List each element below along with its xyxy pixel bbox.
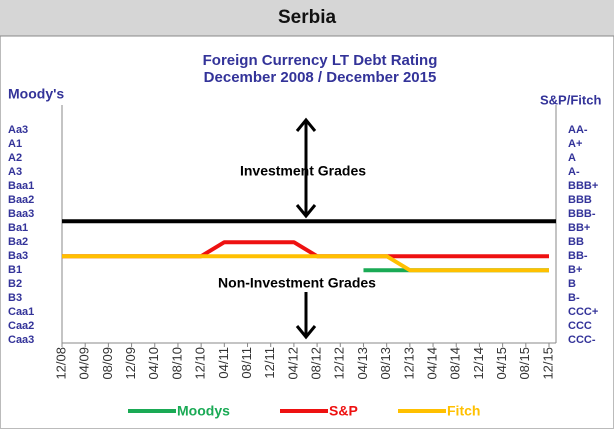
x-tick-label: 08/13 (378, 347, 393, 380)
x-tick-label: 12/08 (53, 347, 68, 380)
x-tick-label: 08/14 (448, 347, 463, 380)
x-tick-label: 12/12 (332, 347, 347, 380)
y2-tick-label: BBB+ (568, 180, 598, 192)
y-tick-label: A1 (8, 138, 22, 150)
annotation: Investment Grades (240, 163, 366, 179)
y-tick-label: B1 (8, 264, 22, 276)
x-tick-label: 12/14 (471, 347, 486, 380)
y-tick-label: A2 (8, 152, 22, 164)
y2-tick-label: CCC+ (568, 306, 598, 318)
x-tick-label: 08/11 (239, 347, 254, 379)
y2-tick-label: BB- (568, 250, 588, 262)
y2-tick-label: BB+ (568, 222, 590, 234)
x-tick-label: 04/12 (285, 347, 300, 380)
x-tick-label: 04/11 (216, 347, 231, 379)
y2-tick-label: A+ (568, 138, 582, 150)
x-tick-label: 12/11 (262, 347, 277, 379)
legend-label: Fitch (447, 403, 480, 419)
x-tick-label: 04/15 (494, 347, 509, 380)
y-tick-label: Caa2 (8, 320, 34, 332)
x-tick-label: 04/13 (355, 347, 370, 380)
y-tick-label: Baa2 (8, 194, 34, 206)
y-tick-label: Ba3 (8, 250, 28, 262)
x-tick-label: 12/10 (193, 347, 208, 380)
y-tick-label: Baa3 (8, 208, 34, 220)
y2-tick-label: CCC- (568, 334, 596, 346)
y2-tick-label: B- (568, 292, 580, 304)
x-tick-label: 04/10 (146, 347, 161, 380)
arrows (295, 117, 317, 340)
y-tick-label: Ba2 (8, 236, 28, 248)
chart-subtitle: December 2008 / December 2015 (204, 69, 437, 86)
series-line (62, 254, 549, 273)
y2-tick-label: BBB- (568, 208, 596, 220)
x-tick-label: 12/09 (123, 347, 138, 380)
x-tick-label: 12/15 (540, 347, 555, 380)
y-tick-label: Aa3 (8, 124, 28, 136)
y2-tick-label: A (568, 152, 576, 164)
x-tick-label: 12/13 (401, 347, 416, 380)
header-title: Serbia (278, 7, 337, 28)
legend-label: Moodys (177, 403, 230, 419)
y-tick-label: Caa3 (8, 334, 34, 346)
y-tick-label: Ba1 (8, 222, 28, 234)
x-tick-label: 08/12 (309, 347, 324, 380)
y2-tick-label: A- (568, 166, 580, 178)
x-tick-label: 08/09 (100, 347, 115, 380)
x-tick-label: 08/10 (169, 347, 184, 380)
y-tick-label: B2 (8, 278, 22, 290)
y2-tick-label: B+ (568, 264, 582, 276)
y2-tick-label: B (568, 278, 576, 290)
y2-tick-label: AA- (568, 124, 588, 136)
y2-tick-label: BB (568, 236, 584, 248)
x-tick-label: 04/14 (424, 347, 439, 380)
y-tick-label: Caa1 (8, 306, 34, 318)
annotation: Non-Investment Grades (218, 275, 376, 291)
y-tick-label: B3 (8, 292, 22, 304)
y2-tick-label: CCC (568, 320, 592, 332)
y-tick-label: A3 (8, 166, 22, 178)
x-tick-label: 08/15 (517, 347, 532, 380)
x-tick-label: 04/09 (77, 347, 92, 380)
chart-title: Foreign Currency LT Debt Rating (203, 52, 438, 69)
y2-tick-label: BBB (568, 194, 592, 206)
y2-axis-label: S&P/Fitch (540, 92, 601, 107)
y-axis-label: Moody's (8, 86, 64, 102)
y-tick-label: Baa1 (8, 180, 34, 192)
header-bar (0, 0, 614, 36)
legend-label: S&P (329, 403, 358, 419)
